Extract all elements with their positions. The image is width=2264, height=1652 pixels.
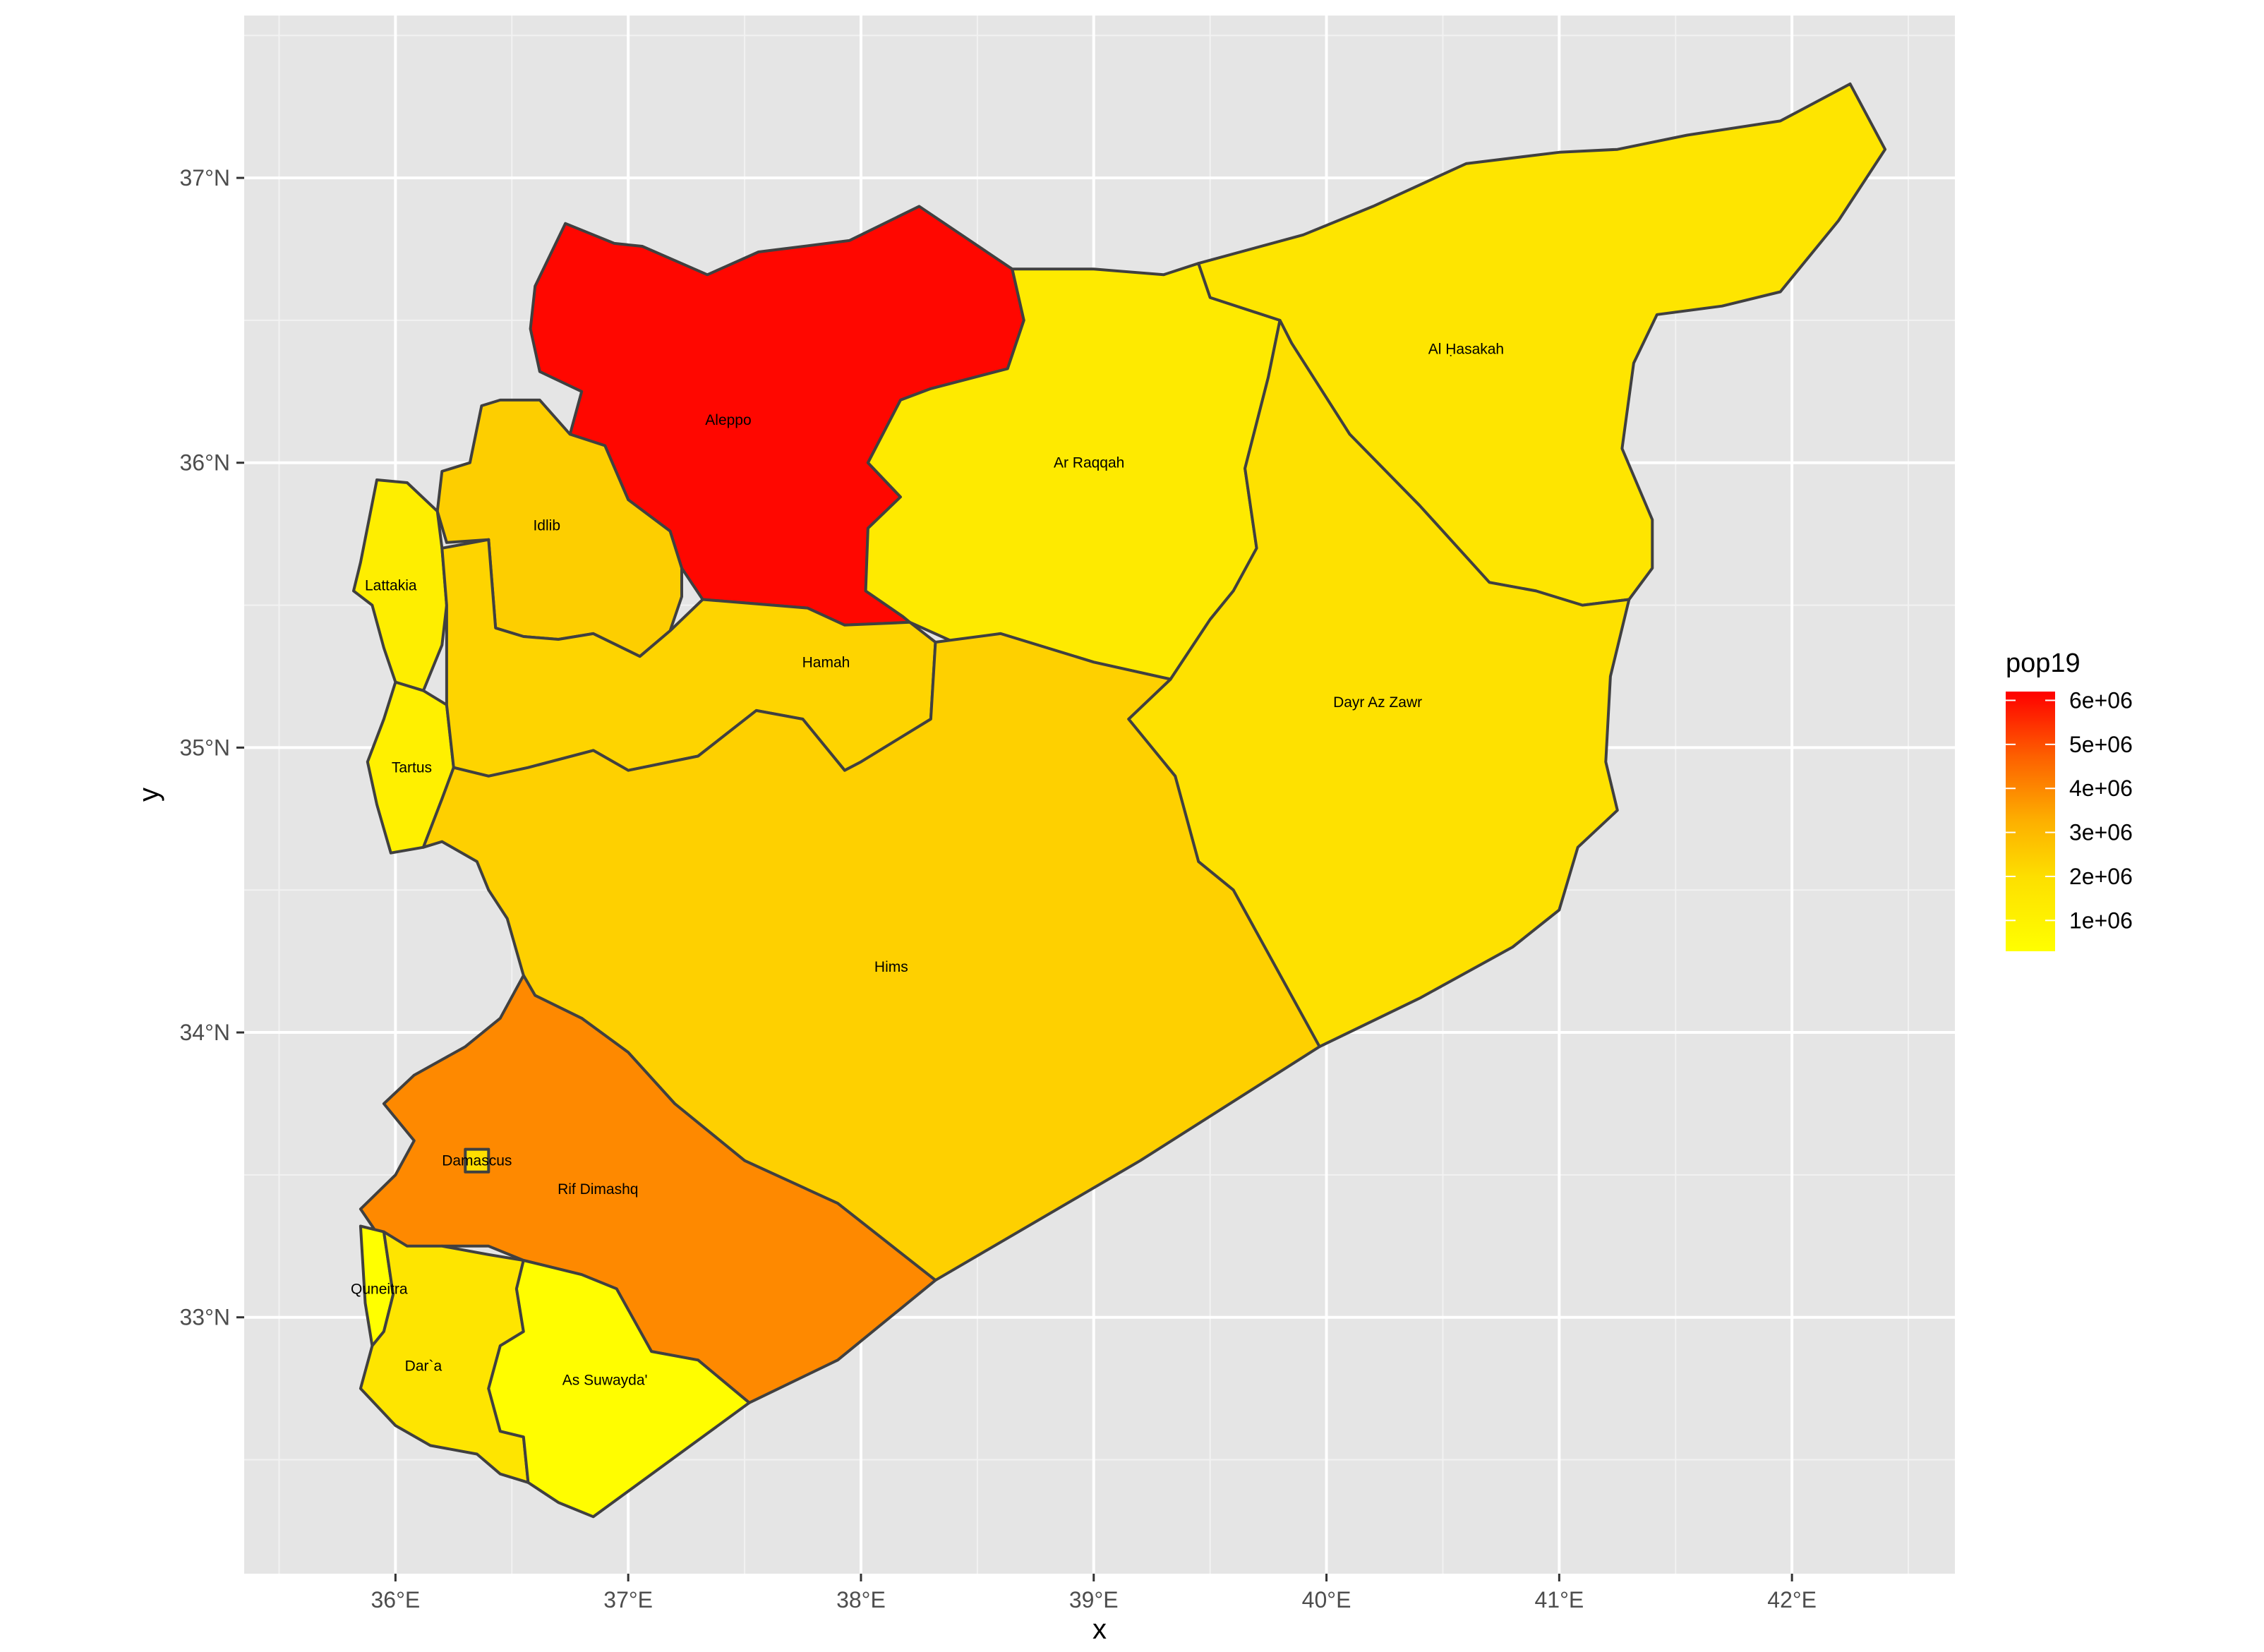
region-damascus [464,1147,490,1174]
region-dayr-az-zawr [1127,318,1631,1049]
x-axis: 36°E 37°E 38°E 39°E 40°E 41°E 42°E [371,1574,1817,1612]
region-label-dar-a: Dar`a [405,1358,442,1374]
legend-colorbar [2006,692,2055,951]
y-tick-label: 34°N [180,1020,231,1045]
region-label-quneitra: Quneitra [351,1281,408,1297]
region-label-lattakia: Lattakia [365,577,417,593]
x-tick-label: 41°E [1534,1587,1584,1612]
region-as-suwayda [487,1259,751,1519]
region-label-tartus: Tartus [392,760,432,776]
x-axis-title: x [1092,1614,1107,1645]
legend-label: 6e+06 [2069,687,2133,713]
region-labels: Aleppo Ar Raqqah Al Ḥasakah Dayr Az Zawr Idl… [351,341,1504,1388]
region-label-aleppo: Aleppo [705,412,751,428]
legend-label: 4e+06 [2069,776,2133,801]
y-tick-label: 37°N [180,165,231,191]
y-tick-label: 35°N [180,735,231,760]
regions [352,82,1887,1519]
y-axis-title: y [133,788,164,802]
y-tick-label: 33°N [180,1305,231,1330]
x-tick-label: 38°E [836,1587,886,1612]
y-tick-label: 36°N [180,450,231,476]
region-label-al-hasakah: Al Ḥasakah [1428,341,1504,357]
legend-label: 5e+06 [2069,732,2133,757]
region-label-hamah: Hamah [802,654,850,670]
legend-label: 3e+06 [2069,820,2133,845]
region-label-ar-raqqah: Ar Raqqah [1054,455,1124,471]
x-tick-label: 42°E [1767,1587,1817,1612]
x-tick-label: 37°E [603,1587,653,1612]
region-label-as-suwayda: As Suwayda' [562,1373,648,1389]
x-tick-label: 40°E [1302,1587,1351,1612]
region-label-damascus: Damascus [442,1153,512,1169]
legend-ticks: 1e+06 2e+06 3e+06 4e+06 5e+06 6e+06 [2006,687,2133,933]
region-label-idlib: Idlib [533,518,560,534]
x-tick-label: 39°E [1069,1587,1119,1612]
region-hims [421,632,1321,1282]
legend-title: pop19 [2006,649,2081,678]
x-tick-label: 36°E [371,1587,421,1612]
legend: pop19 1e+06 2e+06 3e+06 4e+06 5e+06 6e+06 [2006,649,2133,951]
legend-label: 2e+06 [2069,864,2133,889]
region-label-rif-dimashq: Rif Dimashq [558,1181,638,1198]
legend-label: 1e+06 [2069,908,2133,933]
region-label-dayr-az-zawr: Dayr Az Zawr [1333,694,1422,711]
y-axis: 33°N 34°N 35°N 36°N 37°N [180,165,244,1330]
region-label-hims: Hims [874,959,908,975]
